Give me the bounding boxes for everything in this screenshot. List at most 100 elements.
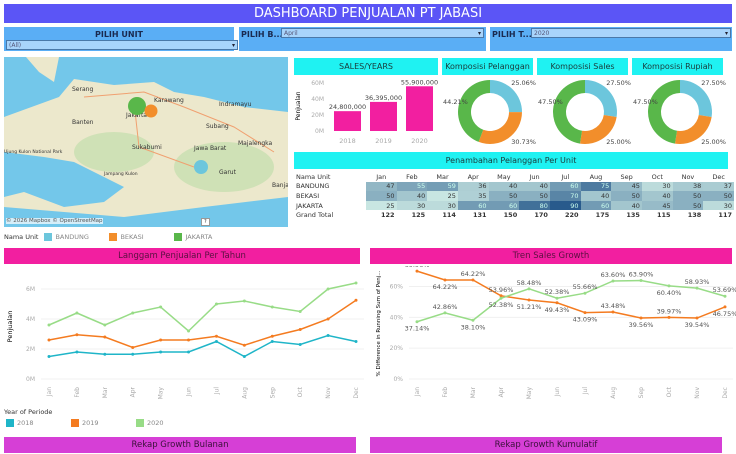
data-point[interactable] — [131, 352, 135, 356]
heat-cell[interactable]: 40 — [641, 191, 673, 201]
map-canvas[interactable]: Serang Karawang Indramayu Banten Subang Majal… — [4, 57, 288, 227]
data-point[interactable] — [187, 350, 191, 354]
data-point[interactable] — [47, 323, 51, 327]
tahun-dropdown[interactable]: 2020 ▾ — [531, 28, 731, 38]
data-point[interactable] — [298, 328, 302, 331]
data-point[interactable] — [298, 310, 302, 313]
heat-cell[interactable]: 60 — [457, 200, 489, 211]
donut-slice[interactable] — [579, 114, 617, 144]
data-point[interactable] — [47, 338, 51, 342]
data-point[interactable] — [471, 278, 475, 282]
donut-slice[interactable] — [553, 80, 585, 144]
data-point[interactable] — [159, 350, 163, 354]
heat-cell[interactable]: 60 — [580, 200, 612, 211]
heat-cell[interactable]: 50 — [519, 191, 550, 201]
data-point[interactable] — [103, 323, 107, 327]
data-point[interactable] — [611, 310, 615, 314]
data-point[interactable] — [471, 318, 475, 322]
data-point[interactable] — [527, 298, 531, 302]
data-point[interactable] — [103, 352, 107, 356]
data-point[interactable] — [527, 287, 531, 291]
heat-cell[interactable]: 50 — [365, 191, 397, 201]
heat-cell[interactable]: 30 — [703, 200, 734, 211]
data-point[interactable] — [443, 278, 447, 282]
heat-cell[interactable]: 40 — [580, 191, 612, 201]
data-point[interactable] — [47, 355, 51, 358]
heat-cell[interactable]: 40 — [488, 181, 520, 192]
heat-cell[interactable]: 50 — [672, 191, 704, 201]
map-help-button[interactable]: ? — [201, 218, 210, 226]
data-point[interactable] — [270, 340, 274, 343]
data-point[interactable] — [214, 340, 218, 343]
heat-cell[interactable]: 40 — [611, 200, 642, 211]
heat-cell[interactable]: 50 — [611, 191, 642, 201]
donut-slice[interactable] — [478, 112, 522, 144]
series-line[interactable] — [416, 270, 726, 319]
heat-cell[interactable]: 35 — [457, 191, 489, 201]
heat-cell[interactable]: 36 — [457, 181, 489, 192]
map-attribution[interactable]: © 2026 Mapbox © OpenStreetMap — [6, 218, 103, 224]
donut-slice[interactable] — [674, 114, 712, 144]
data-point[interactable] — [354, 340, 358, 343]
heat-cell[interactable]: 47 — [365, 181, 397, 192]
data-point[interactable] — [187, 329, 191, 333]
data-point[interactable] — [214, 334, 218, 338]
data-point[interactable] — [242, 343, 246, 347]
data-point[interactable] — [415, 320, 419, 324]
data-point[interactable] — [723, 294, 727, 298]
legend-2018[interactable]: 2018 — [6, 419, 71, 427]
data-point[interactable] — [298, 343, 302, 346]
series-line[interactable] — [48, 299, 357, 349]
heat-cell[interactable]: 75 — [580, 181, 612, 192]
data-point[interactable] — [75, 333, 79, 337]
bar-2019[interactable] — [370, 101, 397, 131]
data-point[interactable] — [555, 296, 559, 300]
heat-cell[interactable]: 60 — [488, 200, 520, 211]
data-point[interactable] — [270, 305, 274, 309]
bar-2020[interactable] — [406, 86, 433, 131]
legend-2019[interactable]: 2019 — [71, 419, 136, 427]
data-point[interactable] — [131, 311, 135, 315]
data-point[interactable] — [159, 305, 163, 309]
heat-cell[interactable]: 50 — [703, 191, 734, 201]
heat-cell[interactable]: 45 — [641, 200, 673, 211]
data-point[interactable] — [611, 279, 615, 283]
data-point[interactable] — [695, 316, 699, 320]
series-line[interactable] — [416, 279, 726, 323]
heat-cell[interactable]: 37 — [703, 181, 734, 192]
data-point[interactable] — [667, 284, 671, 288]
data-point[interactable] — [583, 291, 587, 295]
data-point[interactable] — [75, 350, 79, 354]
legend-bandung[interactable]: BANDUNG — [44, 233, 99, 241]
data-point[interactable] — [499, 294, 503, 298]
data-point[interactable] — [639, 316, 643, 320]
heat-cell[interactable]: 45 — [611, 181, 642, 192]
data-point[interactable] — [159, 338, 163, 342]
heat-cell[interactable]: 55 — [396, 181, 428, 192]
heat-cell[interactable]: 50 — [672, 200, 704, 211]
legend-bekasi[interactable]: BEKASI — [109, 233, 164, 241]
heat-cell[interactable]: 40 — [396, 191, 428, 201]
data-point[interactable] — [354, 298, 358, 302]
heat-cell[interactable]: 25 — [427, 191, 458, 201]
marker-jakarta[interactable] — [128, 97, 146, 115]
unit-dropdown[interactable]: (All) ▾ — [6, 40, 238, 50]
data-point[interactable] — [415, 269, 419, 273]
donut-slice[interactable] — [458, 80, 490, 142]
data-point[interactable] — [131, 346, 135, 349]
data-point[interactable] — [214, 302, 218, 306]
legend-2020[interactable]: 2020 — [136, 419, 201, 427]
heat-cell[interactable]: 38 — [672, 181, 704, 192]
data-point[interactable] — [326, 317, 330, 321]
data-point[interactable] — [695, 286, 699, 290]
legend-jakarta[interactable]: JAKARTA — [174, 233, 212, 241]
marker-bandung[interactable] — [194, 160, 208, 174]
marker-bekasi[interactable] — [144, 104, 158, 118]
data-point[interactable] — [667, 315, 671, 319]
donut-slice[interactable] — [680, 80, 712, 118]
heat-cell[interactable]: 80 — [519, 200, 550, 211]
data-point[interactable] — [242, 299, 246, 303]
data-point[interactable] — [270, 334, 274, 338]
data-point[interactable] — [639, 278, 643, 282]
data-point[interactable] — [326, 287, 330, 291]
